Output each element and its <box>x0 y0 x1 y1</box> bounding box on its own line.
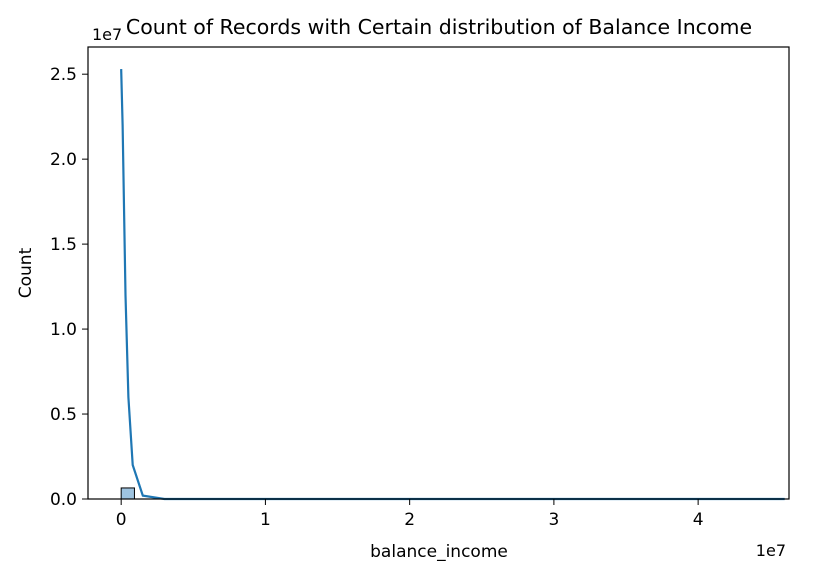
y-tick-label: 1.0 <box>50 320 77 340</box>
y-axis-ticks: 0.0 0.5 1.0 1.5 2.0 2.5 <box>50 65 88 510</box>
plot-frame <box>87 46 790 500</box>
x-tick-label: 4 <box>693 510 704 530</box>
kde-line <box>120 69 785 501</box>
y-axis-label: Count <box>16 247 36 298</box>
y-tick-label: 0.0 <box>50 490 77 510</box>
x-axis-label: balance_income <box>370 542 508 562</box>
x-tick-label: 3 <box>548 510 559 530</box>
x-tick-label: 1 <box>260 510 271 530</box>
y-tick-label: 0.5 <box>50 405 77 425</box>
y-tick-label: 1.5 <box>50 235 77 255</box>
plot-area <box>87 46 790 501</box>
y-offset-label: 1e7 <box>92 25 122 44</box>
x-offset-label: 1e7 <box>756 541 786 560</box>
x-tick-label: 2 <box>404 510 415 530</box>
x-tick-label: 0 <box>116 510 127 530</box>
kde-curve <box>120 69 785 501</box>
x-axis-ticks: 0 1 2 3 4 <box>116 499 704 530</box>
histogram-bar <box>120 487 135 500</box>
histogram-bars <box>120 487 135 500</box>
chart-title: Count of Records with Certain distributi… <box>126 15 752 39</box>
y-tick-label: 2.0 <box>50 150 77 170</box>
y-tick-label: 2.5 <box>50 65 77 85</box>
